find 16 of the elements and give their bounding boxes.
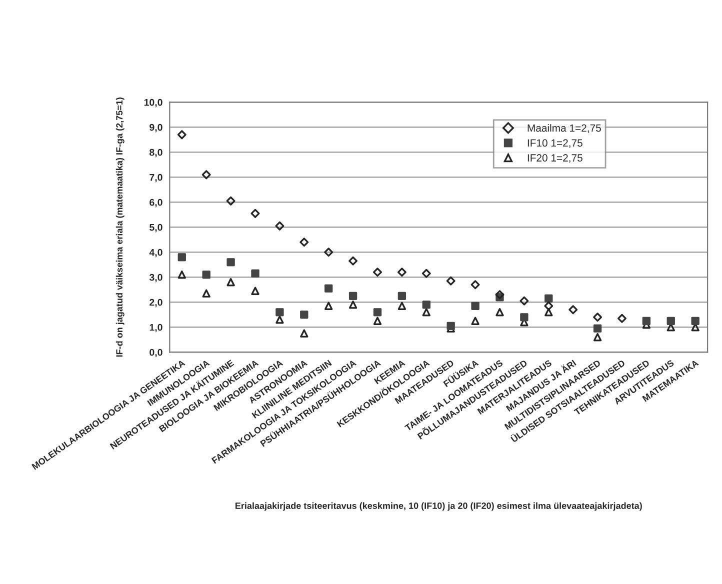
y-tick-label: 10,0	[144, 98, 162, 108]
y-tick-label: 0,0	[150, 348, 162, 358]
y-tick-label: 9,0	[150, 124, 162, 132]
y-tick-label: 6,0	[150, 198, 162, 208]
y-tick-label: 4,0	[149, 248, 162, 258]
y-tick-label: 3,0	[149, 274, 162, 282]
y-tick-label: 5,0	[150, 224, 162, 232]
y-tick-label: 8,0	[150, 148, 162, 158]
x-axis-title: Erialaajakirjade tsiteeritavus (keskmine, 10 (IF10) ja 20 (IF20) esimest ilma ülevaateajakirjadeta)	[236, 502, 642, 511]
y-axis-title: IF-d on jagatud väikseima eriala (matemaatika) IF-ga (2,75=1)	[116, 98, 124, 357]
legend-label: IF10 1=2,75	[528, 139, 582, 148]
y-tick-label: 2,0	[150, 298, 162, 308]
y-tick-label: 7,0	[150, 174, 162, 182]
legend-label: IF20 1=2,75	[528, 154, 582, 163]
y-tick-label: 1,0	[150, 324, 162, 332]
legend-label: Maailma 1=2,75	[528, 124, 601, 133]
